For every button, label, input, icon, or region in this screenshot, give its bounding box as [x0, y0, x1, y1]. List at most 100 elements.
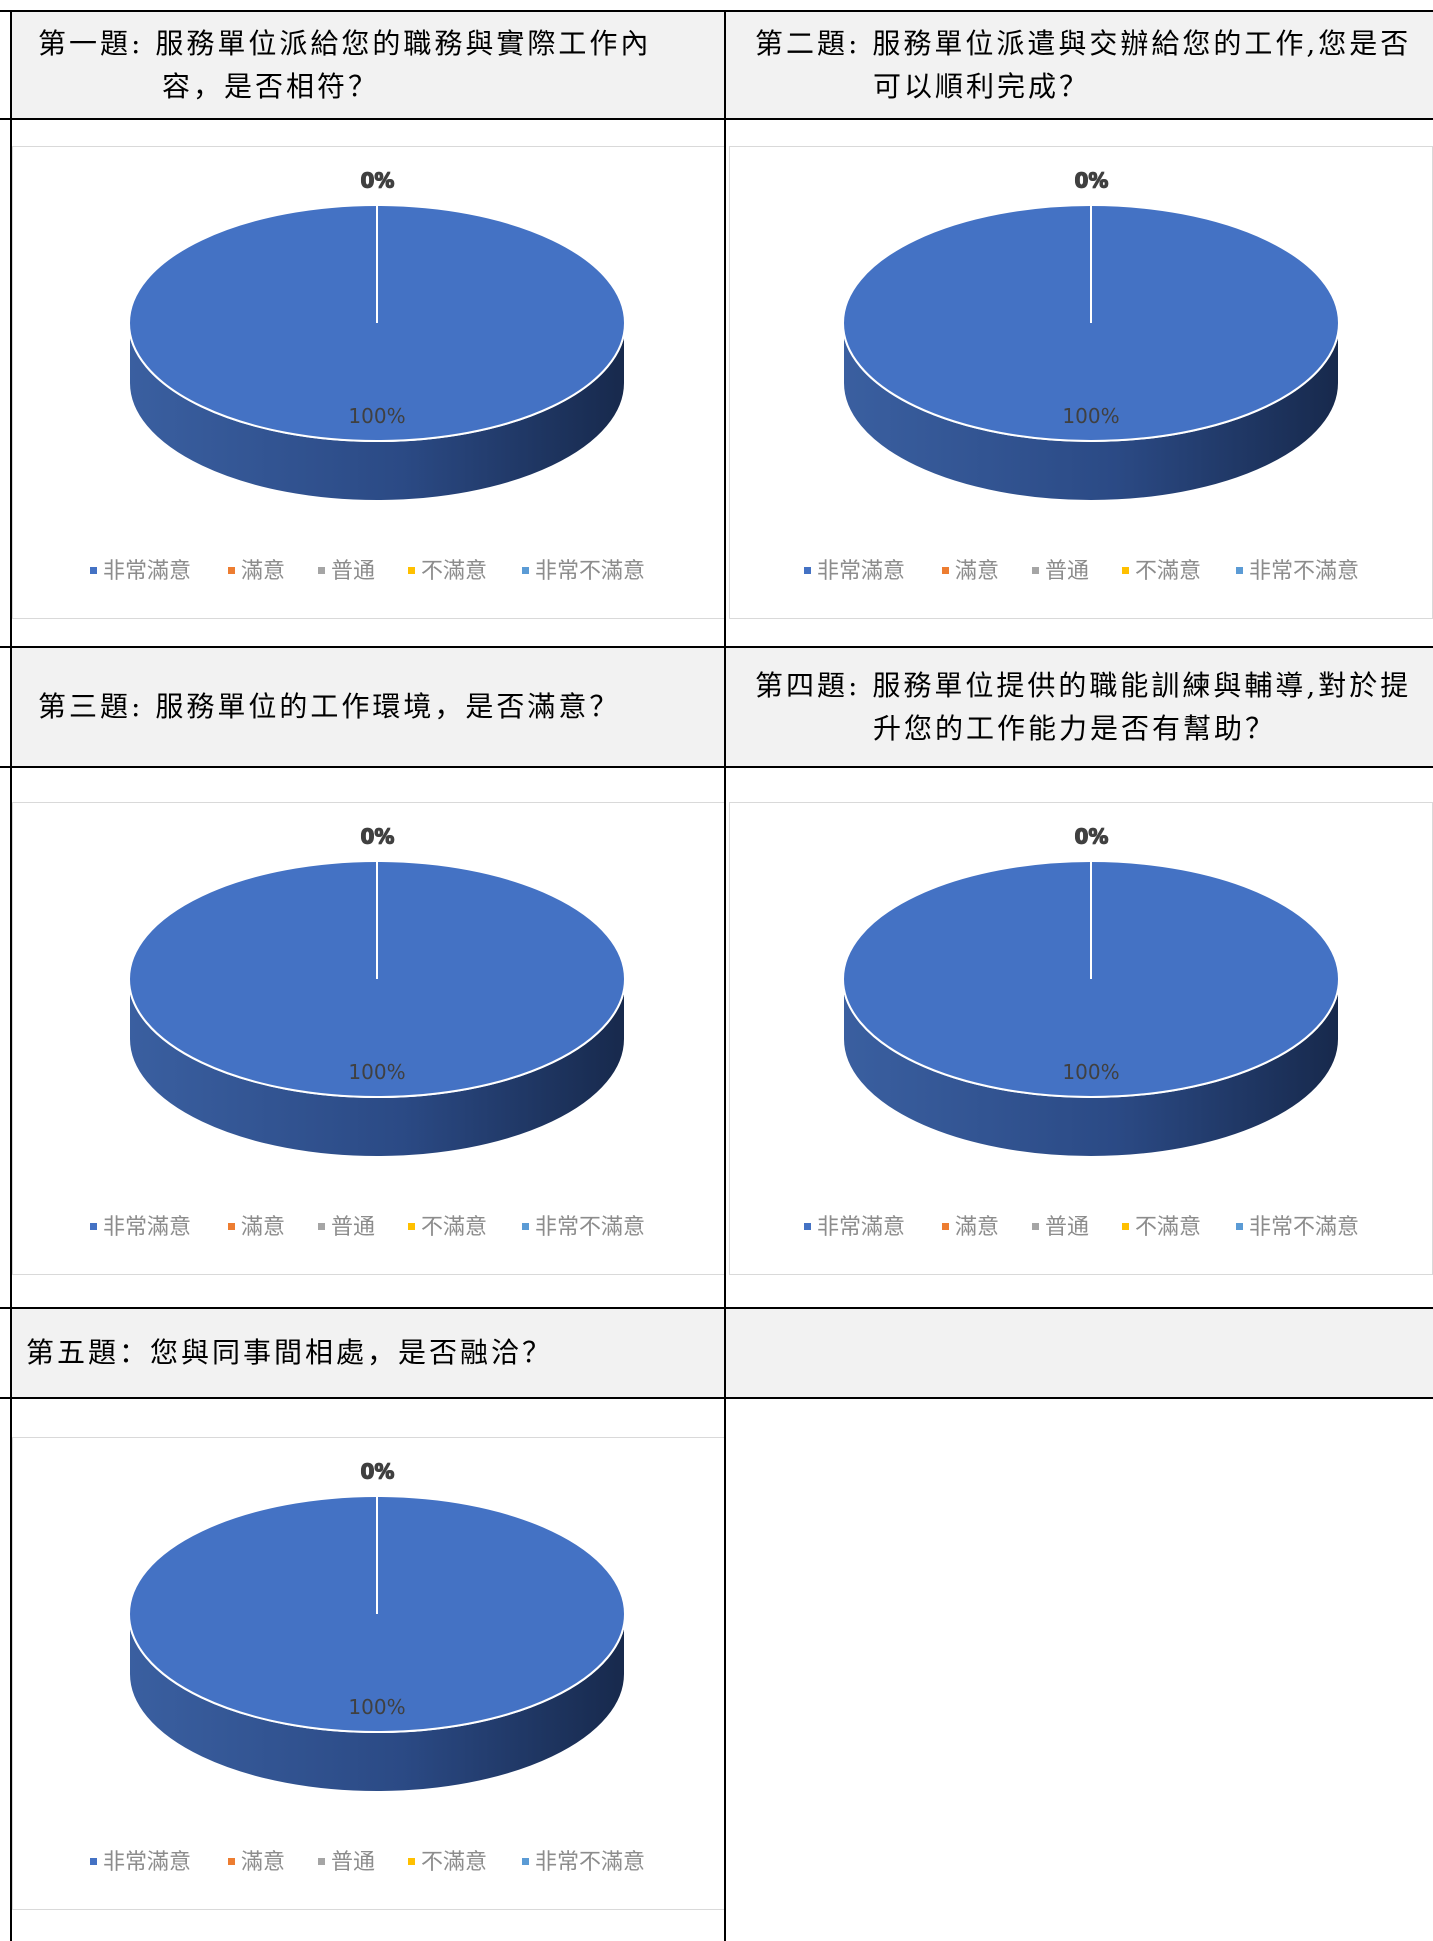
data-label-2: 0%: [360, 168, 394, 192]
data-label-5: 0%: [361, 169, 395, 193]
legend-label-4: 不滿意: [1135, 559, 1201, 584]
legend-marker-5: [1236, 567, 1243, 574]
legend-label-1: 非常滿意: [817, 1215, 905, 1240]
legend-label-1: 非常滿意: [103, 1850, 191, 1875]
legend-marker-3: [318, 567, 325, 574]
grid-line: [0, 646, 1433, 648]
legend-marker-4: [408, 1223, 415, 1230]
legend-label-1: 非常滿意: [103, 1215, 191, 1240]
grid-line: [0, 1397, 1433, 1399]
question-4-title-line-1: 第四題: 服務單位提供的職能訓練與輔導,對於提: [755, 668, 1412, 702]
legend-label-1: 非常滿意: [817, 559, 905, 584]
question-2-title-line-2: 可以順利完成？: [873, 70, 1091, 103]
legend-marker-4: [408, 567, 415, 574]
legend-label-2: 滿意: [241, 1850, 285, 1875]
legend-marker-3: [1032, 567, 1039, 574]
legend-label-1: 非常滿意: [103, 559, 191, 584]
data-label-3: 0%: [361, 168, 395, 192]
data-label-5: 0%: [1075, 169, 1109, 193]
legend-label-3: 普通: [331, 559, 375, 584]
question-1-header: 第一題: 服務單位派給您的職務與實際工作內 容，是否相符？: [12, 12, 724, 118]
question-3-title-line-1: 第三題: 服務單位的工作環境，是否滿意？: [38, 690, 621, 724]
data-label-2: 0%: [1074, 168, 1108, 192]
data-label-4: 0%: [1074, 169, 1108, 193]
question-2-header: 第二題: 服務單位派遣與交辦給您的工作,您是否 可以順利完成？: [725, 12, 1433, 118]
legend-marker-3: [318, 1858, 325, 1865]
grid-line: [0, 766, 1433, 768]
data-label-2: 0%: [360, 1459, 394, 1483]
legend-label-4: 不滿意: [1135, 1215, 1201, 1240]
data-label-3: 0%: [361, 1459, 395, 1483]
legend-marker-1: [90, 1858, 97, 1865]
legend-label-3: 普通: [1045, 559, 1089, 584]
chart-frame-5: 100% 0% 0% 0% 0% 非常滿意 滿意 普通 不滿意 非常不滿意: [12, 1437, 725, 1910]
chart-frame-3: 100% 0% 0% 0% 0% 非常滿意 滿意 普通 不滿意 非常不滿意: [12, 802, 725, 1275]
legend-label-4: 不滿意: [421, 1850, 487, 1875]
legend-label-2: 滿意: [955, 559, 999, 584]
legend-label-2: 滿意: [955, 1215, 999, 1240]
data-label-4: 0%: [1074, 825, 1108, 849]
legend-label-3: 普通: [331, 1850, 375, 1875]
legend-marker-4: [1122, 567, 1129, 574]
legend-marker-1: [804, 1223, 811, 1230]
grid-line: [10, 10, 12, 1941]
data-label-2: 0%: [1074, 824, 1108, 848]
legend-label-4: 不滿意: [421, 1215, 487, 1240]
data-label-2: 0%: [360, 824, 394, 848]
grid-line: [724, 10, 726, 1941]
data-label-3: 0%: [1075, 168, 1109, 192]
question-4-title-line-2: 升您的工作能力是否有幫助？: [873, 712, 1277, 745]
question-3-header: 第三題: 服務單位的工作環境，是否滿意？: [12, 648, 724, 766]
question-1-title-line-1: 第一題: 服務單位派給您的職務與實際工作內: [38, 26, 652, 60]
legend-marker-4: [408, 1858, 415, 1865]
legend-marker-5: [1236, 1223, 1243, 1230]
legend-marker-2: [228, 567, 235, 574]
legend-marker-2: [228, 1223, 235, 1230]
data-label-4: 0%: [360, 825, 394, 849]
grid-line: [0, 118, 1433, 120]
data-label-3: 0%: [361, 824, 395, 848]
legend-marker-1: [90, 567, 97, 574]
legend-marker-2: [942, 1223, 949, 1230]
chart-frame-2: 100% 0% 0% 0% 0% 非常滿意 滿意 普通 不滿意 非常不滿意: [729, 146, 1433, 619]
legend-label-5: 非常不滿意: [1249, 559, 1359, 584]
chart-frame-1: 100% 0% 0% 0% 0% 非常滿意 滿意 普通 不滿意 非常不滿意: [12, 146, 725, 619]
data-label-5: 0%: [1075, 825, 1109, 849]
empty-header-cell: [725, 1309, 1433, 1397]
data-label-1: 100%: [348, 404, 405, 428]
legend-label-5: 非常不滿意: [1249, 1215, 1359, 1240]
data-label-3: 0%: [1075, 824, 1109, 848]
data-label-1: 100%: [1062, 1060, 1119, 1084]
legend-label-5: 非常不滿意: [535, 559, 645, 584]
legend-marker-1: [90, 1223, 97, 1230]
legend-label-3: 普通: [1045, 1215, 1089, 1240]
legend-marker-2: [228, 1858, 235, 1865]
legend-marker-5: [522, 567, 529, 574]
chart-frame-4: 100% 0% 0% 0% 0% 非常滿意 滿意 普通 不滿意 非常不滿意: [729, 802, 1433, 1275]
legend-label-3: 普通: [331, 1215, 375, 1240]
data-label-5: 0%: [361, 1460, 395, 1484]
legend-marker-5: [522, 1223, 529, 1230]
legend-label-2: 滿意: [241, 1215, 285, 1240]
legend-marker-4: [1122, 1223, 1129, 1230]
question-2-title-line-1: 第二題: 服務單位派遣與交辦給您的工作,您是否: [755, 26, 1412, 60]
data-label-4: 0%: [360, 169, 394, 193]
grid-line: [0, 1307, 1433, 1309]
data-label-4: 0%: [360, 1460, 394, 1484]
legend-marker-2: [942, 567, 949, 574]
legend-label-5: 非常不滿意: [535, 1215, 645, 1240]
legend-marker-3: [318, 1223, 325, 1230]
legend-label-5: 非常不滿意: [535, 1850, 645, 1875]
data-label-1: 100%: [348, 1060, 405, 1084]
question-4-header: 第四題: 服務單位提供的職能訓練與輔導,對於提 升您的工作能力是否有幫助？: [725, 648, 1433, 766]
legend-marker-5: [522, 1858, 529, 1865]
question-1-title-line-2: 容，是否相符？: [162, 70, 380, 103]
data-label-1: 100%: [1062, 404, 1119, 428]
question-5-title-line-1: 第五題：您與同事間相處，是否融洽？: [26, 1336, 554, 1370]
grid-line: [0, 10, 1433, 12]
question-5-header: 第五題：您與同事間相處，是否融洽？: [12, 1309, 724, 1397]
legend-label-4: 不滿意: [421, 559, 487, 584]
legend-marker-3: [1032, 1223, 1039, 1230]
legend-marker-1: [804, 567, 811, 574]
data-label-1: 100%: [348, 1695, 405, 1719]
